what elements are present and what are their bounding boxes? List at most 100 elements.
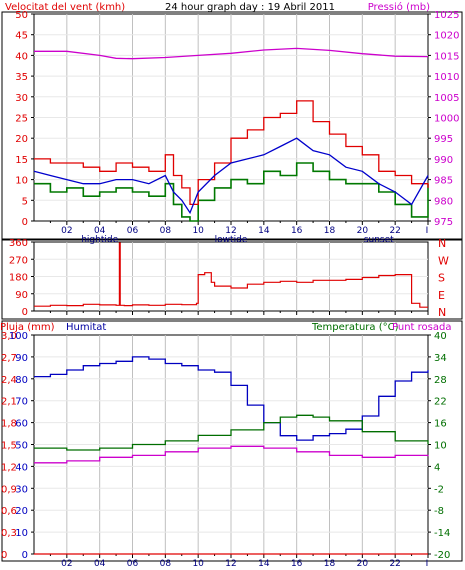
pressure-tick-label: 1000 [434,114,459,125]
wind-tick-label: 15 [15,155,28,166]
hour-label: 06 [127,226,139,236]
pressure-tick-label: 985 [434,176,453,187]
temperature-tick-label: -14 [434,528,450,539]
wind-tick-label: 40 [15,51,28,62]
humidity-tick-label: 80 [15,375,28,386]
pressure-axis-title: Pressió (mb) [368,1,430,13]
humidity-tick-label: 90 [15,353,28,364]
pressure-tick-label: 975 [434,217,453,228]
compass-label: W [438,254,449,267]
compass-label: S [438,272,445,285]
rain-tick-label: 0 [1,550,7,561]
pressure-tick-label: 1020 [434,31,459,42]
hour-label: 20 [357,226,369,236]
climate-panel-frame [1,320,463,562]
rain-tick-label: 0,9 [1,484,17,495]
hour-label: 20 [357,559,369,566]
humidity-tick-label: 70 [15,397,28,408]
pressure-tick-label: 1010 [434,72,459,83]
dewpoint-axis-title: Punt rosada [392,322,451,333]
humidity-axis-title: Humitat [66,322,106,333]
temperature-tick-label: 40 [434,331,447,342]
wind-tick-label: 25 [15,114,28,125]
rain-tick-label: 2,1 [1,397,17,408]
wind-tick-label: 50 [15,10,28,21]
humidity-tick-label: 100 [9,331,28,342]
humidity-tick-label: 30 [15,484,28,495]
hour-label: 10 [192,559,204,566]
wind-tick-label: 30 [15,93,28,104]
event-label: lowtide [215,235,248,245]
hour-label: 14 [258,559,270,566]
hour-label: 08 [160,226,172,236]
temperature-tick-label: 34 [434,353,447,364]
rain-tick-label: 3,0 [1,331,17,342]
direction-tick-label: 270 [9,255,28,266]
temperature-tick-label: 10 [434,441,447,452]
hour-label: 12 [225,226,236,236]
hour-label: 22 [389,559,400,566]
pressure-tick-label: 990 [434,155,453,166]
rain-axis-title: Pluja (mm) [0,322,55,333]
wind-tick-label: 5 [22,196,28,207]
day-end-label: I [426,226,429,236]
temperature-series [34,414,429,451]
day-end-label: I [426,559,429,566]
hour-label: 10 [192,226,204,236]
temperature-tick-label: 16 [434,419,447,430]
rain-tick-label: 0,6 [1,506,17,517]
wind-panel-frame [1,11,463,240]
hour-label: 02 [61,226,72,236]
humidity-tick-label: 60 [15,419,28,430]
wind-tick-label: 20 [15,134,28,145]
direction-tick-label: 360 [9,238,28,249]
hour-label: 18 [324,559,336,566]
humidity-series [34,356,429,441]
hour-label: 16 [291,226,303,236]
hour-label: 14 [258,226,270,236]
temperature-tick-label: -2 [434,484,444,495]
dewpoint-series [34,445,429,464]
gust-series [34,100,429,206]
wind-tick-label: 0 [22,217,28,228]
hour-label: 04 [94,559,106,566]
humidity-tick-label: 50 [15,441,28,452]
temperature-tick-label: 4 [434,462,440,473]
direction-series [34,242,428,308]
humidity-tick-label: 0 [22,550,28,561]
wind-tick-label: 45 [15,31,28,42]
hour-label: 22 [389,226,400,236]
hour-label: 08 [160,559,172,566]
direction-tick-label: 90 [15,290,28,301]
avg-series [33,137,429,215]
humidity-tick-label: 10 [15,528,28,539]
hour-label: 12 [225,559,236,566]
rain-tick-label: 2,4 [1,375,17,386]
pressure-tick-label: 1025 [434,10,459,21]
hour-label: 06 [127,559,139,566]
pressure-tick-label: 995 [434,134,453,145]
rain-tick-label: 1,5 [1,441,17,452]
humidity-tick-label: 40 [15,462,28,473]
rain-tick-label: 0,3 [1,528,17,539]
temperature-tick-label: -20 [434,550,450,561]
direction-tick-label: 0 [22,307,28,318]
hour-label: 02 [61,559,72,566]
event-label: sunset [364,235,394,245]
temperature-axis-title: Temperatura (°C) [311,322,399,333]
wind-tick-label: 35 [15,72,28,83]
compass-label: E [438,289,445,302]
rain-tick-label: 2,7 [1,353,17,364]
direction-tick-label: 180 [9,273,28,284]
rain-tick-label: 1,2 [1,462,17,473]
hour-label: 04 [94,226,106,236]
pressure-tick-label: 980 [434,196,453,207]
pressure-tick-label: 1015 [434,51,459,62]
pressure-tick-label: 1005 [434,93,459,104]
rain-tick-label: 1,8 [1,419,17,430]
chart-title: 24 hour graph day : 19 Abril 2011 [165,2,335,13]
wind-tick-label: 10 [15,176,28,187]
humidity-tick-label: 20 [15,506,28,517]
